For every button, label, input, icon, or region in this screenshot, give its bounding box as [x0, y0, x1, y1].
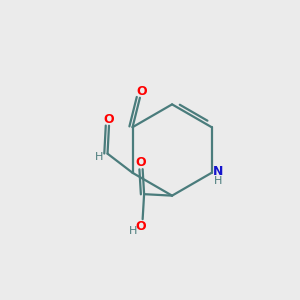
Text: H: H [214, 176, 222, 186]
Text: O: O [136, 220, 146, 233]
Text: O: O [136, 85, 147, 98]
Text: N: N [213, 165, 223, 178]
Text: O: O [104, 113, 114, 126]
Text: H: H [94, 152, 103, 162]
Text: O: O [135, 156, 146, 169]
Text: H: H [129, 226, 137, 236]
